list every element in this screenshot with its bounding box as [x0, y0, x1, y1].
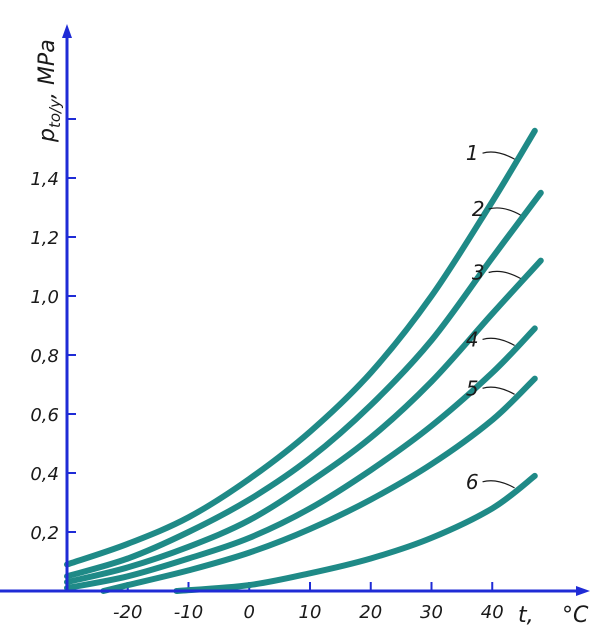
curve-labels-layer: 1 2 3 4 5 6: [466, 141, 485, 494]
leader-line-6: [482, 480, 515, 489]
leader-line-5: [482, 386, 515, 395]
x-tick-label: 40: [481, 602, 504, 623]
y-tick-label: 1,0: [30, 287, 59, 308]
tick-marks-layer: [67, 118, 494, 591]
x-tick-label: -20: [113, 602, 142, 623]
leader-line-3: [488, 270, 521, 280]
series-line-3: [64, 257, 544, 586]
series-line-5: [100, 375, 538, 594]
curve-label-5: 5: [466, 376, 479, 400]
curve-label-6: 6: [466, 470, 479, 494]
y-axis-title-unit: , MPa: [35, 39, 60, 99]
curves-layer: [64, 127, 544, 594]
x-axis-arrow: [576, 586, 590, 596]
tick-labels-layer: 0,2 0,4 0,6 0,8 1,0 1,2 1,4 -20 -10 0 10 20 30 40: [30, 169, 503, 623]
y-axis-title: pto/y, MPa: [35, 39, 64, 143]
curve-label-2: 2: [472, 197, 485, 221]
leader-lines-layer: [482, 151, 521, 489]
x-tick-label: 30: [420, 602, 443, 623]
curve-label-3: 3: [472, 261, 485, 285]
series-line-1: [64, 127, 538, 568]
x-axis-variable: t,: [518, 603, 534, 628]
series-line-6: [173, 472, 538, 594]
y-tick-label: 0,8: [30, 346, 59, 367]
curve-label-1: 1: [466, 141, 479, 165]
x-tick-label: -10: [174, 602, 203, 623]
series-line-4: [64, 325, 538, 591]
y-tick-label: 1,2: [30, 228, 59, 249]
x-tick-label: 0: [244, 602, 255, 623]
y-axis-title-sub: to/y: [46, 98, 64, 128]
y-tick-label: 0,6: [30, 405, 59, 426]
y-axis-arrow: [62, 24, 72, 38]
x-axis-unit: °C: [562, 603, 589, 628]
leader-line-4: [482, 337, 515, 346]
series-line-2: [64, 189, 544, 580]
y-axis-title-main: p: [35, 128, 60, 143]
curve-label-4: 4: [466, 327, 479, 351]
y-tick-label: 0,4: [30, 464, 59, 485]
leader-line-1: [482, 151, 515, 160]
y-tick-label: 1,4: [30, 169, 59, 190]
leader-line-2: [488, 207, 521, 216]
y-tick-label: 0,2: [30, 523, 59, 544]
x-tick-label: 10: [299, 602, 322, 623]
x-tick-label: 20: [359, 602, 382, 623]
